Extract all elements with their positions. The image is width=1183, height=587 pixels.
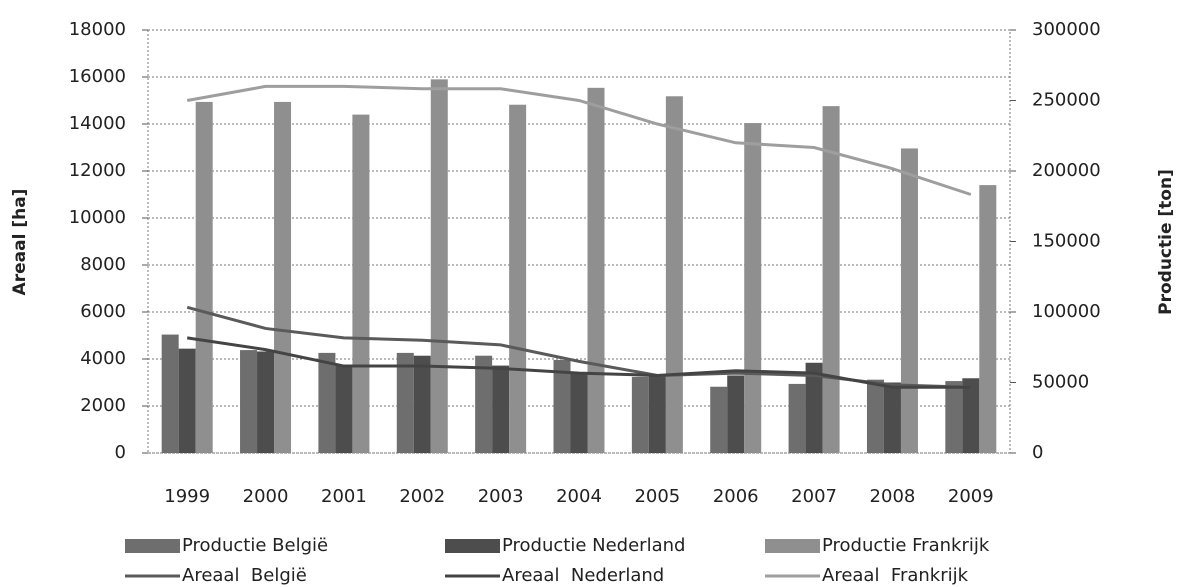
x-tick-label: 2008	[870, 486, 916, 507]
bar	[257, 351, 275, 453]
legend-swatch	[125, 539, 180, 553]
x-tick-label: 2002	[399, 486, 445, 507]
bar	[161, 334, 179, 453]
bar	[570, 372, 588, 453]
x-tick-label: 2009	[948, 486, 994, 507]
bar	[587, 87, 605, 453]
x-tick-label: 2001	[321, 486, 367, 507]
bar	[430, 79, 448, 453]
legend-label: Productie België	[182, 535, 328, 556]
bar	[962, 378, 980, 453]
legend-label: Productie Frankrijk	[822, 535, 990, 556]
bar	[492, 365, 510, 453]
bar	[195, 101, 213, 453]
x-tick-label: 1999	[164, 486, 210, 507]
y-tick-label: 12000	[69, 160, 126, 181]
y-axis-label: Areaal [ha]	[10, 189, 30, 296]
bar	[744, 123, 762, 453]
bar	[945, 381, 963, 453]
bar	[413, 355, 431, 453]
bar	[665, 96, 683, 454]
y-tick-label: 16000	[69, 66, 126, 87]
bar	[788, 383, 806, 453]
y-tick-label: 6000	[80, 301, 126, 322]
bar	[352, 114, 370, 453]
bar	[553, 359, 571, 453]
y-tick-label: 10000	[69, 207, 126, 228]
legend-swatch	[445, 539, 500, 553]
bar	[274, 101, 292, 453]
line	[186, 84, 972, 196]
y-tick-label: 14000	[69, 113, 126, 134]
y-tick-label: 0	[115, 442, 126, 463]
x-tick-label: 2003	[478, 486, 524, 507]
y2-tick-label: 50000	[1032, 372, 1089, 393]
x-tick-label: 2000	[243, 486, 289, 507]
y-tick-label: 4000	[80, 348, 126, 369]
legend-label: Areaal Nederland	[502, 565, 664, 586]
bar	[335, 365, 353, 453]
legend-swatch	[765, 539, 820, 553]
bar	[979, 185, 997, 453]
bar	[883, 382, 901, 453]
y-tick-label: 18000	[69, 19, 126, 40]
line	[186, 336, 971, 389]
bar	[318, 352, 336, 453]
legend-label: Productie Nederland	[502, 535, 685, 556]
bar	[648, 375, 666, 453]
y2-tick-label: 100000	[1032, 301, 1101, 322]
legend-label: Areaal België	[182, 565, 307, 586]
bar	[509, 104, 527, 453]
y2-tick-label: 0	[1032, 442, 1043, 463]
x-tick-label: 2005	[634, 486, 680, 507]
bar	[822, 106, 840, 453]
y2-tick-label: 250000	[1032, 90, 1101, 111]
y2-tick-label: 200000	[1032, 160, 1101, 181]
bar	[900, 148, 918, 453]
bar	[631, 376, 649, 453]
y2-tick-label: 300000	[1032, 19, 1101, 40]
y2-axis-label: Productie [ton]	[1156, 169, 1176, 315]
bar	[178, 348, 196, 453]
bar	[396, 352, 414, 453]
legend-label: Areaal Frankrijk	[822, 565, 969, 586]
bar	[866, 379, 884, 453]
y-tick-label: 8000	[80, 254, 126, 275]
x-tick-label: 2004	[556, 486, 602, 507]
x-tick-label: 2007	[791, 486, 837, 507]
y2-tick-label: 150000	[1032, 231, 1101, 252]
bar	[710, 386, 728, 453]
x-tick-label: 2006	[713, 486, 759, 507]
bar	[805, 362, 823, 453]
y-tick-label: 2000	[80, 395, 126, 416]
bar	[727, 375, 745, 453]
bar	[475, 355, 493, 453]
bar	[240, 350, 258, 453]
